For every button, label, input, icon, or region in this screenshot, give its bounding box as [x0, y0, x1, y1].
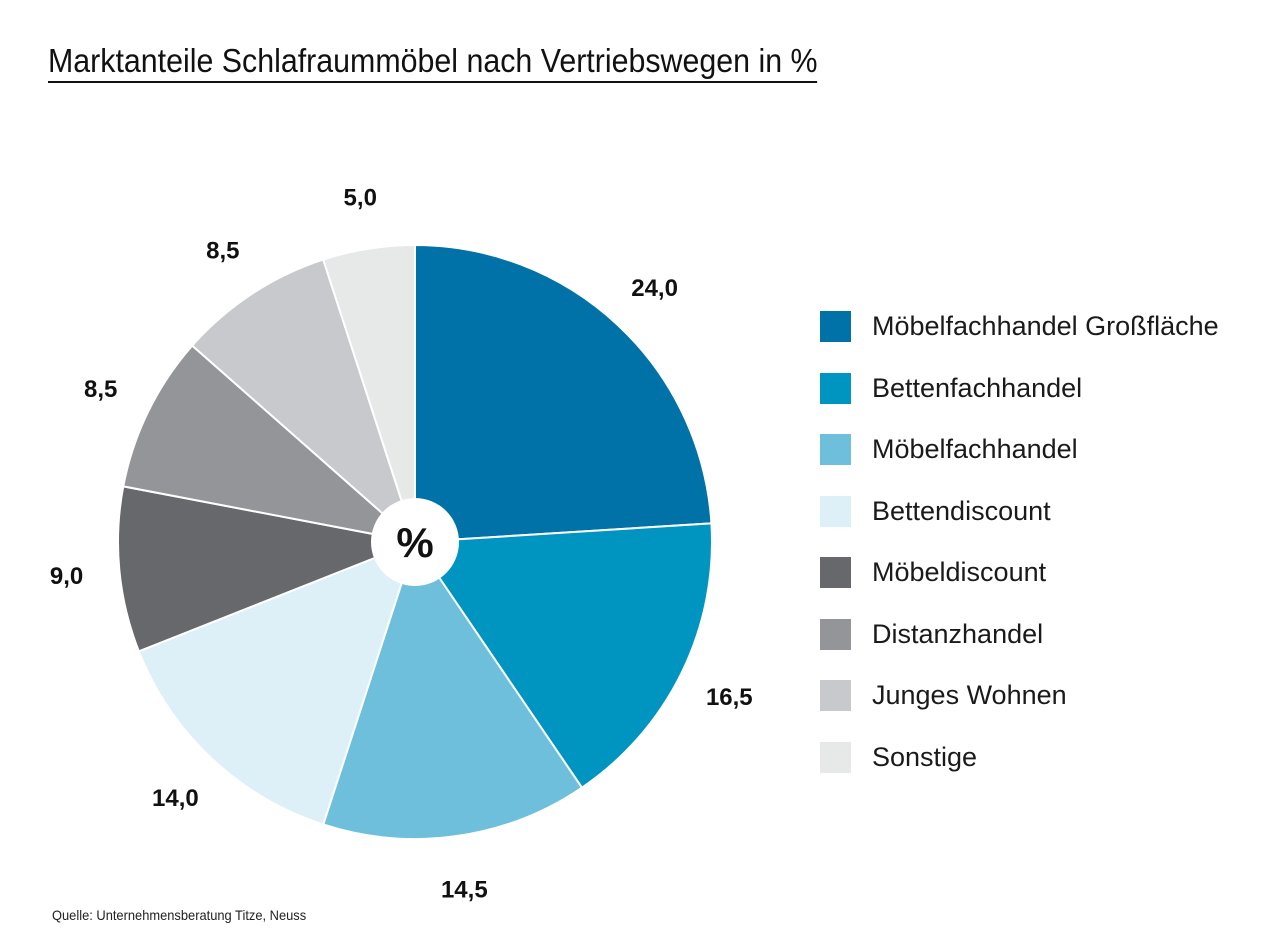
- legend-swatch: [820, 680, 851, 712]
- legend-item: Möbeldiscount: [820, 542, 1219, 604]
- legend-swatch: [820, 372, 851, 404]
- legend-swatch: [820, 618, 851, 650]
- legend-item: Distanzhandel: [820, 604, 1219, 666]
- legend-label: Möbelfachhandel Großfläche: [872, 311, 1219, 342]
- legend-swatch: [820, 495, 851, 527]
- pie-slice-3: [321, 539, 584, 840]
- pie-slice-5: [117, 485, 419, 653]
- pie-slice-7: [190, 258, 418, 546]
- legend-item: Junges Wohnen: [820, 665, 1219, 727]
- legend-swatch: [820, 434, 851, 466]
- center-percent-label: %: [396, 519, 433, 566]
- legend-swatch: [820, 741, 851, 773]
- legend-label: Möbelfachhandel: [872, 434, 1078, 465]
- legend-label: Möbeldiscount: [872, 557, 1047, 588]
- legend-item: Möbelfachhandel Großfläche: [820, 296, 1219, 358]
- value-label-4: 14,0: [152, 785, 199, 812]
- pie-slice-2: [413, 522, 713, 790]
- center-hole: [371, 498, 459, 586]
- legend-item: Bettendiscount: [820, 481, 1219, 543]
- pie-slice-4: [137, 540, 417, 826]
- pie-value-labels: 24,0 16,5 14,5 14,0 9,0 8,5 8,5 5,0: [50, 184, 753, 903]
- pie-slices: [117, 243, 713, 840]
- source-note: Quelle: Unternehmensberatung Titze, Neus…: [52, 907, 307, 923]
- value-label-2: 16,5: [706, 684, 753, 711]
- legend-label: Distanzhandel: [872, 618, 1044, 649]
- legend: Möbelfachhandel Großfläche Bettenfachhand…: [820, 296, 1219, 788]
- chart-title: Marktanteile Schlafraummöbel nach Vertri…: [48, 42, 818, 83]
- legend-item: Möbelfachhandel: [820, 419, 1219, 481]
- legend-label: Junges Wohnen: [872, 680, 1067, 711]
- value-label-6: 8,5: [84, 376, 117, 403]
- legend-item: Bettenfachhandel: [820, 358, 1219, 420]
- value-label-5: 9,0: [50, 563, 83, 590]
- legend-item: Sonstige: [820, 727, 1219, 789]
- legend-label: Sonstige: [872, 741, 978, 772]
- legend-label: Bettendiscount: [872, 495, 1051, 526]
- pie-slice-6: [122, 344, 419, 544]
- pie-slice-8: [321, 243, 416, 543]
- value-label-1: 24,0: [631, 275, 678, 302]
- legend-swatch: [820, 311, 851, 343]
- legend-swatch: [820, 557, 851, 589]
- pie-slice-1: [414, 243, 713, 544]
- value-label-3: 14,5: [441, 877, 488, 904]
- value-label-7: 8,5: [206, 237, 239, 264]
- legend-label: Bettenfachhandel: [872, 372, 1083, 403]
- value-label-8: 5,0: [344, 184, 377, 211]
